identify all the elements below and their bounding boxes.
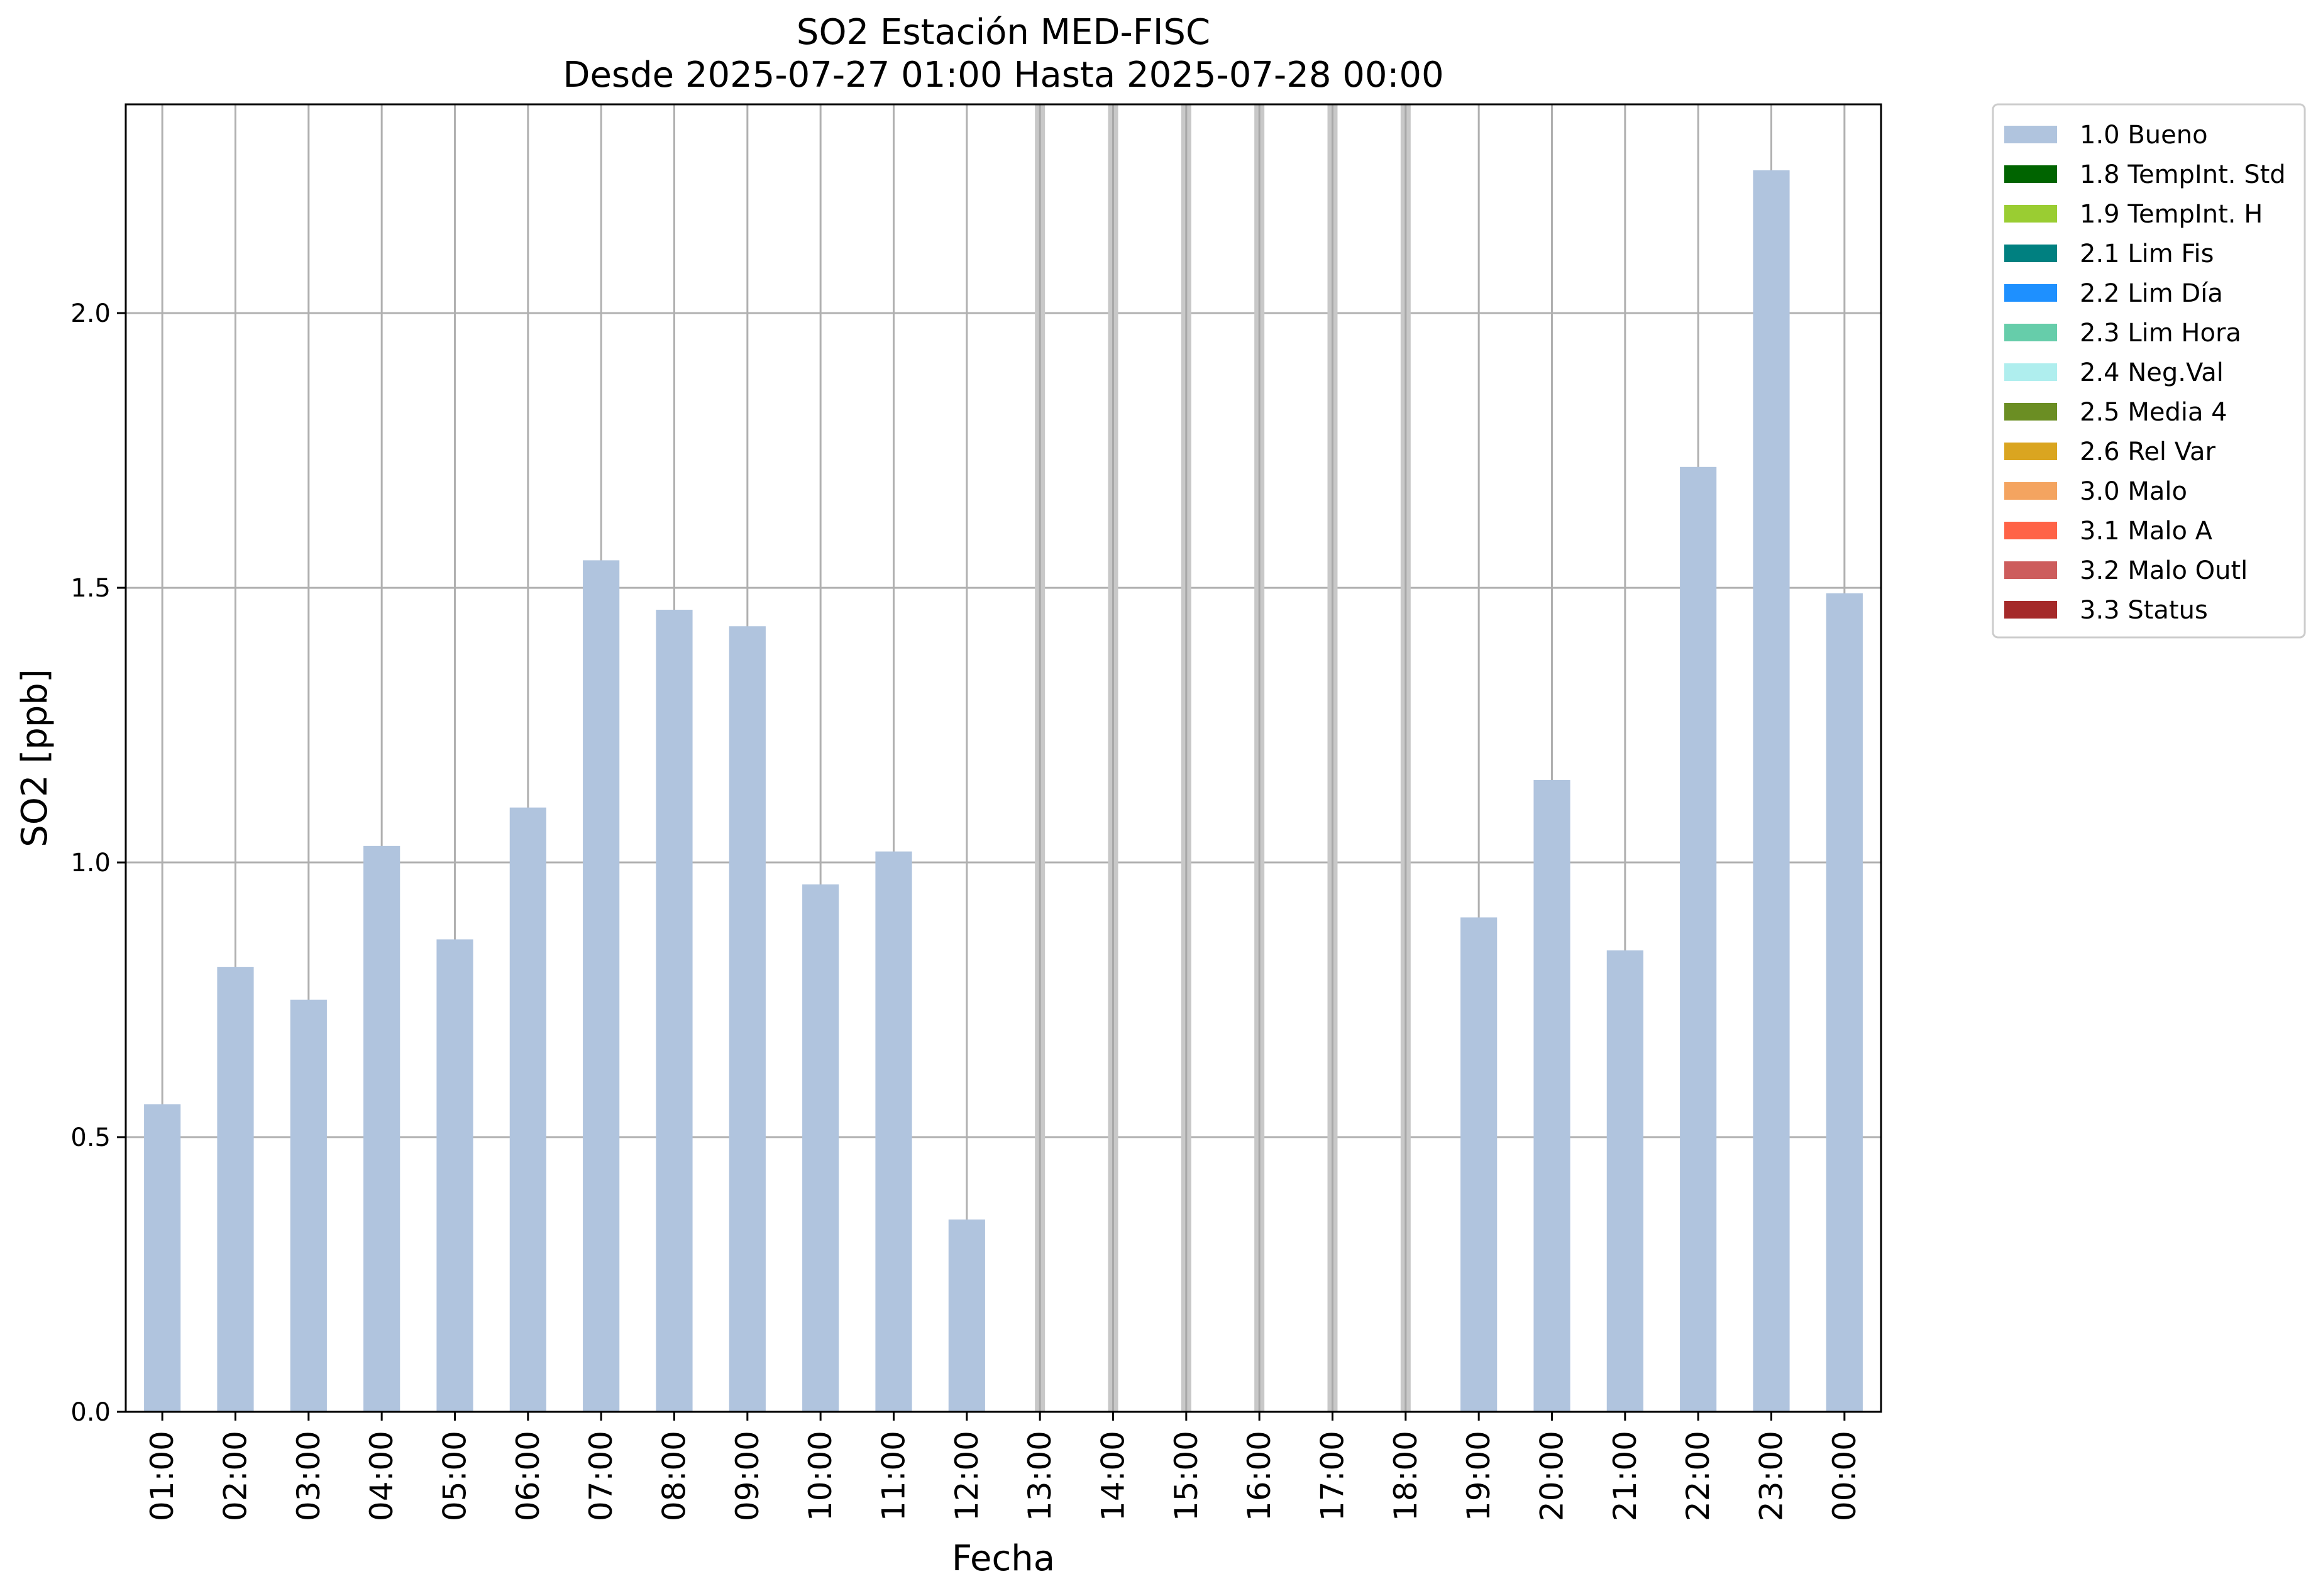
bar [436, 939, 473, 1412]
legend-entry-label: 3.0 Malo [2080, 477, 2187, 506]
bar [363, 845, 400, 1412]
x-tick-label: 02:00 [218, 1431, 254, 1521]
legend-swatch [2004, 403, 2057, 421]
legend-swatch [2004, 205, 2057, 223]
x-tick-label: 05:00 [437, 1431, 473, 1521]
chart-title: SO2 Estación MED-FISC [797, 12, 1210, 53]
missing-data-markers [1035, 104, 1411, 1412]
y-axis-label: SO2 [ppb] [14, 669, 55, 847]
bar [729, 626, 766, 1412]
legend-swatch [2004, 601, 2057, 619]
legend-entry-label: 2.1 Lim Fis [2080, 239, 2214, 268]
y-tick-label: 0.5 [70, 1123, 111, 1152]
legend-swatch [2004, 561, 2057, 579]
x-tick-label: 14:00 [1095, 1431, 1132, 1521]
x-tick-label: 04:00 [363, 1431, 400, 1521]
legend-swatch [2004, 126, 2057, 143]
legend-entry-label: 2.6 Rel Var [2080, 438, 2216, 466]
y-tick-label: 1.0 [70, 849, 111, 878]
bar [875, 851, 912, 1412]
x-tick-label: 03:00 [290, 1431, 327, 1521]
x-tick-label: 12:00 [949, 1431, 985, 1521]
x-tick-label: 06:00 [510, 1431, 546, 1521]
bar [509, 807, 546, 1412]
legend-swatch [2004, 165, 2057, 183]
x-tick-label: 13:00 [1022, 1431, 1058, 1521]
legend-swatch [2004, 482, 2057, 500]
bar [948, 1219, 985, 1412]
x-tick-label: 00:00 [1826, 1431, 1863, 1521]
y-tick-label: 0.0 [70, 1398, 111, 1427]
bar [1460, 917, 1498, 1412]
legend-swatch [2004, 245, 2057, 262]
x-tick-label: 19:00 [1460, 1431, 1497, 1521]
x-tick-label: 10:00 [802, 1431, 839, 1521]
bar [1753, 170, 1790, 1412]
x-tick-label: 15:00 [1168, 1431, 1205, 1521]
bar [1680, 466, 1717, 1412]
legend-box [1992, 103, 2306, 639]
legend-entry-label: 1.9 TempInt. H [2080, 200, 2263, 229]
legend: 1.0 Bueno 1.8 TempInt. Std 1.9 TempInt. H 2… [1992, 103, 2306, 639]
x-tick-label: 23:00 [1753, 1431, 1790, 1521]
legend-entry-label: 2.4 Neg.Val [2080, 358, 2224, 387]
x-tick-label: 07:00 [583, 1431, 619, 1521]
bars [144, 170, 1863, 1412]
plot-frame [124, 103, 1882, 1413]
legend-swatch [2004, 363, 2057, 381]
x-tick-label: 16:00 [1241, 1431, 1277, 1521]
x-axis-label: Fecha [952, 1538, 1055, 1579]
bar [656, 610, 693, 1412]
y-tick-label: 2.0 [70, 299, 111, 328]
x-tick-label: 01:00 [144, 1431, 180, 1521]
bar [1533, 779, 1570, 1412]
x-tick-label: 17:00 [1315, 1431, 1351, 1521]
legend-entry-label: 3.1 Malo A [2080, 517, 2213, 546]
bar [1826, 593, 1863, 1412]
legend-swatch [2004, 324, 2057, 341]
x-tick-label: 11:00 [876, 1431, 912, 1521]
bar [144, 1104, 181, 1412]
bar [802, 884, 839, 1412]
legend-entry-label: 3.3 Status [2080, 596, 2208, 625]
x-tick-label: 18:00 [1388, 1431, 1424, 1521]
legend-entry-label: 2.2 Lim Día [2080, 279, 2223, 308]
bar [217, 967, 254, 1412]
x-tick-label: 21:00 [1607, 1431, 1643, 1521]
legend-swatch [2004, 443, 2057, 460]
x-axis-ticks: 01:00 02:00 03:00 04:00 05:00 06:00 07:00 08:00… [144, 1412, 1863, 1521]
legend-swatch [2004, 284, 2057, 302]
legend-entry-label: 1.0 Bueno [2080, 121, 2208, 150]
legend-entry-label: 3.2 Malo Outl [2080, 556, 2248, 585]
x-tick-label: 20:00 [1534, 1431, 1570, 1521]
y-axis-ticks: 0.0 0.5 1.0 1.5 2.0 [70, 299, 126, 1427]
y-tick-label: 1.5 [70, 574, 111, 603]
chart-subtitle: Desde 2025-07-27 01:00 Hasta 2025-07-28 … [563, 55, 1443, 96]
legend-entry-label: 2.3 Lim Hora [2080, 319, 2241, 348]
bar [1606, 950, 1643, 1412]
legend-entry-label: 2.5 Media 4 [2080, 398, 2227, 427]
x-tick-label: 09:00 [729, 1431, 766, 1521]
legend-swatch [2004, 522, 2057, 539]
legend-entry-label: 1.8 TempInt. Std [2080, 160, 2286, 189]
x-tick-label: 22:00 [1680, 1431, 1716, 1521]
bar [290, 999, 327, 1412]
bar [583, 560, 620, 1412]
x-tick-label: 08:00 [656, 1431, 693, 1521]
